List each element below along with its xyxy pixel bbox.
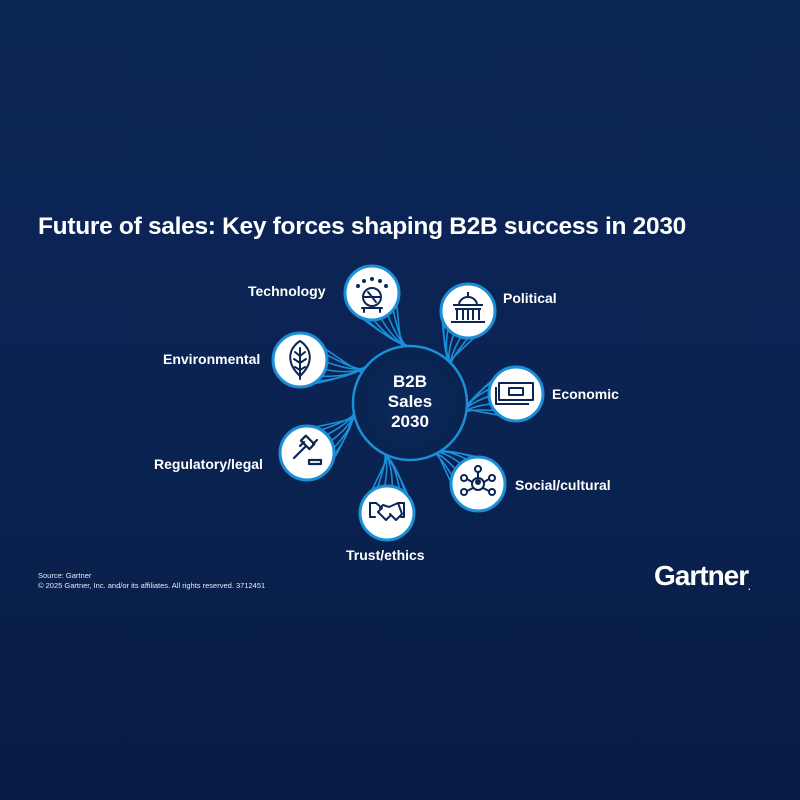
label-technology: Technology <box>248 283 326 299</box>
label-economic: Economic <box>552 386 619 402</box>
leaf-icon <box>289 340 311 380</box>
logo-registered-mark: . <box>748 582 750 592</box>
node-economic <box>487 365 545 423</box>
node-political <box>439 282 497 340</box>
center-label: B2B Sales 2030 <box>360 372 460 432</box>
label-political: Political <box>503 290 557 306</box>
node-trust-ethics <box>358 484 416 542</box>
technology-icon <box>356 277 388 313</box>
gartner-logo: Gartner. <box>654 560 750 592</box>
money-bill-icon <box>495 382 534 405</box>
center-line-2: Sales <box>387 392 433 411</box>
label-regulatory-legal: Regulatory/legal <box>154 456 263 472</box>
node-regulatory-legal <box>278 424 336 482</box>
page-title: Future of sales: Key forces shaping B2B … <box>38 213 686 240</box>
node-social-cultural <box>449 455 507 513</box>
source-text: Source: Gartner <box>38 571 92 580</box>
center-circle <box>351 344 469 462</box>
copyright-text: © 2025 Gartner, Inc. and/or its affiliat… <box>38 581 266 590</box>
center-line-3: 2030 <box>391 412 429 431</box>
network-people-icon <box>460 465 496 496</box>
handshake-icon <box>369 502 405 521</box>
node-technology <box>343 264 401 322</box>
connector-line <box>324 353 367 370</box>
connector-line <box>372 318 429 351</box>
logo-text: Gartner <box>654 560 749 591</box>
label-environmental: Environmental <box>163 351 261 367</box>
node-environmental <box>271 331 329 389</box>
center-line-1: B2B <box>392 372 427 391</box>
footer: Source: Gartner © 2025 Gartner, Inc. and… <box>38 571 265 591</box>
label-social-cultural: Social/cultural <box>515 477 611 493</box>
label-trust-ethics: Trust/ethics <box>346 547 425 563</box>
gavel-icon <box>292 434 323 466</box>
capitol-building-icon <box>451 292 485 323</box>
